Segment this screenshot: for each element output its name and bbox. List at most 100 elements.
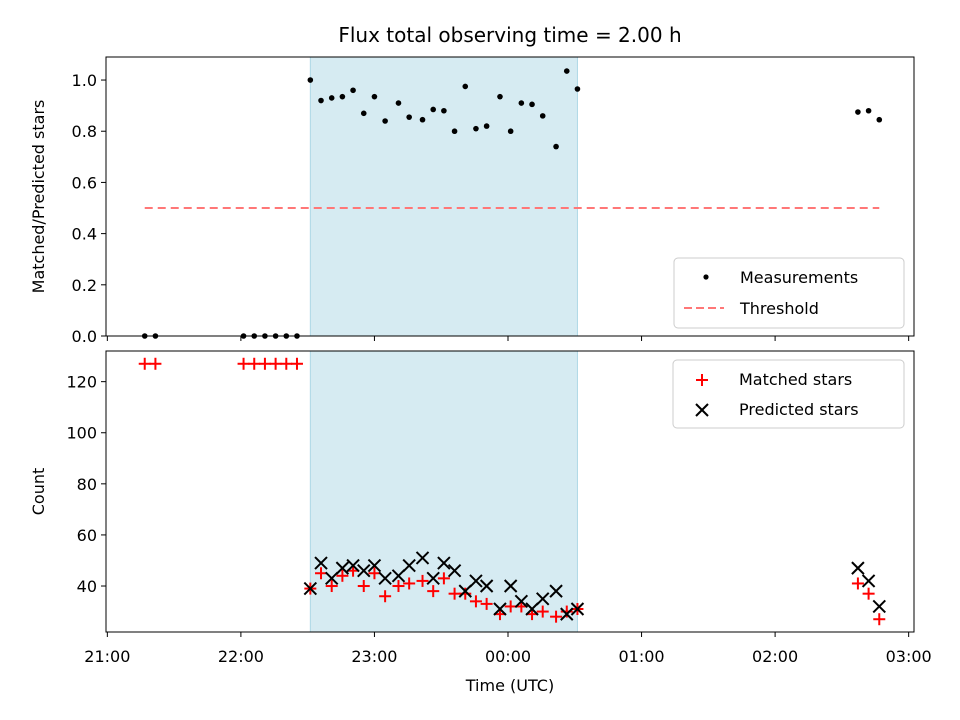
- predicted-stars-point: [415, 551, 430, 565]
- ratio-y-axis-label: Matched/Predicted stars: [29, 100, 48, 294]
- measurements-point: [371, 93, 378, 100]
- predicted-stars-point: [525, 602, 539, 616]
- matched-stars-point: [237, 357, 250, 370]
- measurements-point: [529, 101, 535, 108]
- measurements-point: [395, 100, 402, 106]
- matched-stars-point: [248, 357, 261, 370]
- observing-window-span: [309, 350, 578, 633]
- chart-title: Flux total observing time = 2.00 h: [338, 23, 681, 47]
- predicted-stars-point: [335, 561, 350, 575]
- legend-matched-stars-icon: [696, 374, 708, 386]
- legend-predicted-stars-label: Predicted stars: [739, 400, 859, 419]
- matched-stars-point: [368, 567, 381, 580]
- measurements-point: [473, 125, 479, 132]
- matched-stars-point: [873, 613, 886, 626]
- measurements-point: [406, 114, 412, 120]
- matched-stars-point: [427, 585, 440, 598]
- legend-threshold-label: Threshold: [739, 299, 819, 318]
- legend-measurements-label: Measurements: [740, 268, 858, 287]
- matched-stars-point: [379, 590, 392, 603]
- predicted-stars-point: [458, 584, 472, 598]
- matched-stars-point: [437, 572, 450, 585]
- measurements-point: [382, 118, 388, 124]
- ratio-x-ticks: [106, 336, 910, 341]
- predicted-stars-point: [378, 571, 392, 586]
- x-tick-label: 02:00: [752, 647, 798, 666]
- predicted-stars-point: [303, 581, 318, 596]
- counts-panel: 40 60 80 100 120 21:00 22:00 23:00 00:00 01:00 02…: [29, 350, 932, 666]
- matched-stars-point: [290, 357, 303, 370]
- matched-stars-point: [536, 605, 549, 618]
- measurements-point: [855, 109, 861, 115]
- x-tick-label: 23:00: [351, 647, 397, 666]
- ratio-y-tick-label: 0.6: [72, 173, 97, 192]
- x-tick-label: 00:00: [485, 647, 531, 666]
- matched-stars-point: [315, 567, 328, 580]
- x-tick-label: 03:00: [886, 647, 932, 666]
- matched-stars-point: [258, 357, 271, 370]
- predicted-stars-point: [324, 571, 339, 586]
- counts-y-tick-label: 120: [66, 373, 97, 392]
- x-tick-label: 21:00: [84, 647, 130, 666]
- counts-y-ticks: 40 60 80 100 120: [66, 373, 106, 596]
- matched-stars-point: [862, 587, 875, 600]
- predicted-stars-point: [447, 563, 462, 578]
- ratio-y-tick-label: 0.8: [72, 122, 97, 141]
- matched-stars-point: [403, 577, 416, 590]
- measurements-point: [462, 83, 469, 90]
- counts-y-tick-label: 40: [77, 577, 97, 596]
- matched-stars-point: [416, 574, 429, 587]
- ratio-panel-frame: [105, 56, 915, 337]
- predicted-stars-point: [469, 574, 483, 588]
- matched-stars-point: [280, 357, 293, 370]
- predicted-stars-point: [346, 558, 360, 573]
- predicted-stars-point: [367, 558, 382, 573]
- counts-x-ticks: 21:00 22:00 23:00 00:00 01:00 02:00 03:00: [84, 632, 932, 666]
- counts-legend: Matched stars Predicted stars: [672, 359, 905, 429]
- predicted-stars-point: [536, 592, 550, 606]
- matched-stars-point: [560, 605, 573, 618]
- ratio-y-ticks: 0.0 0.2 0.4 0.6 0.8 1.0: [72, 71, 106, 346]
- counts-y-tick-label: 100: [66, 424, 97, 443]
- measurements-point: [419, 116, 426, 123]
- counts-panel-frame: [105, 350, 915, 633]
- measurements-point: [307, 77, 314, 83]
- matched-stars-point: [392, 580, 405, 593]
- counts-legend-box: [672, 359, 905, 429]
- ratio-y-tick-label: 0.0: [72, 327, 97, 346]
- ratio-y-tick-label: 0.4: [72, 225, 97, 244]
- matched-stars-point: [448, 587, 461, 600]
- predicted-stars-point: [549, 584, 563, 598]
- measurements-point: [563, 68, 570, 74]
- predicted-stars-point: [402, 558, 416, 573]
- measurements-point: [339, 93, 346, 100]
- predicted-stars-point: [560, 607, 574, 621]
- ratio-panel: 0.0 0.2 0.4 0.6 0.8 1.0 Matched/Predicted sta…: [29, 56, 915, 346]
- predicted-stars-point: [493, 602, 507, 616]
- measurements-point: [483, 123, 490, 129]
- measurements-point: [876, 116, 883, 123]
- legend-measurements-icon: [703, 274, 709, 280]
- predicted-stars-point: [503, 579, 518, 593]
- measurements-point: [328, 95, 335, 101]
- measurements-point: [507, 128, 514, 135]
- measurements-point: [865, 107, 872, 114]
- matched-stars-point: [357, 580, 370, 593]
- x-tick-label: 01:00: [618, 647, 664, 666]
- matched-stars-point: [851, 577, 864, 590]
- measurements-point: [318, 97, 324, 104]
- predicted-stars-point: [314, 556, 328, 570]
- predicted-stars-point: [479, 579, 494, 593]
- predicted-stars-point: [872, 599, 886, 614]
- ratio-y-tick-label: 0.2: [72, 276, 97, 295]
- ratio-legend-box: [673, 257, 905, 329]
- measurements-point: [430, 106, 437, 113]
- measurements-point: [360, 110, 367, 117]
- counts-y-tick-label: 80: [77, 475, 97, 494]
- matched-stars-point: [269, 357, 282, 370]
- x-tick-label: 22:00: [218, 647, 264, 666]
- x-axis-label: Time (UTC): [465, 676, 554, 695]
- predicted-stars-point: [391, 569, 406, 583]
- ratio-legend: Measurements Threshold: [673, 257, 905, 329]
- matched-stars-point: [149, 357, 162, 370]
